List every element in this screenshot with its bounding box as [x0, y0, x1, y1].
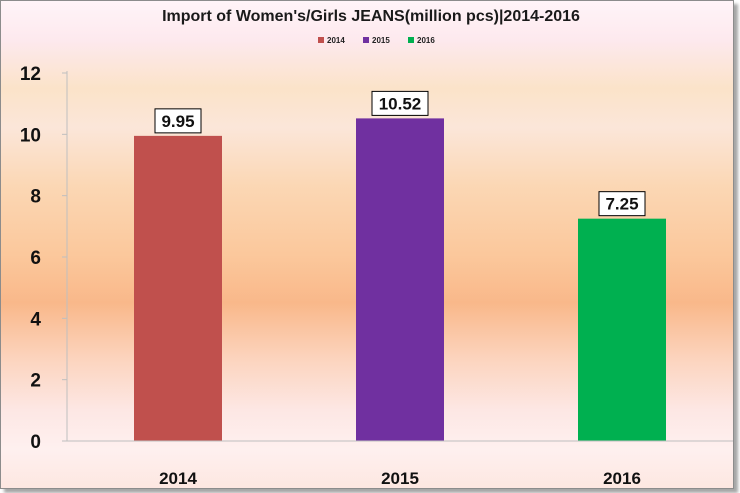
y-tick-label-0: 0: [30, 432, 41, 453]
y-tick-label-2: 2: [30, 371, 41, 392]
bars: [134, 118, 666, 442]
legend-swatch-2015: [363, 37, 369, 43]
y-tick-label-12: 12: [20, 64, 41, 85]
legend-label-2015: 2015: [372, 36, 390, 45]
data-labels: 9.95 10.52 7.25: [154, 90, 646, 217]
x-axis: 2014 2015 2016: [67, 440, 733, 488]
x-tick-label-2015: 2015: [381, 469, 419, 488]
y-tick-label-8: 8: [30, 187, 41, 208]
legend-label-2016: 2016: [417, 36, 435, 45]
chart-title: Import of Women's/Girls JEANS(million pc…: [162, 8, 580, 25]
data-label-box-2015: [371, 90, 429, 116]
y-tick-label-4: 4: [30, 309, 41, 330]
data-label-text-2016: 7.25: [605, 195, 638, 214]
bar-chart: Import of Women's/Girls JEANS(million pc…: [20, 8, 733, 488]
x-tick-label-2016: 2016: [603, 469, 641, 488]
y-axis: 0 2 4 6 8 10 12: [20, 64, 68, 453]
data-label-box-2016: [598, 191, 646, 217]
bar-2014: [134, 135, 222, 441]
bar-2016: [578, 218, 666, 441]
data-label-text-2014: 9.95: [161, 112, 194, 131]
y-tick-label-6: 6: [30, 248, 41, 269]
legend-label-2014: 2014: [327, 36, 345, 45]
y-tick-label-10: 10: [20, 125, 41, 146]
bar-2015: [356, 118, 444, 442]
legend-swatch-2014: [318, 37, 324, 43]
data-label-box-2014: [154, 108, 202, 134]
data-label-2015: 10.52: [371, 90, 429, 116]
legend-swatch-2016: [408, 37, 414, 43]
data-label-text-2015: 10.52: [379, 94, 422, 113]
data-label-2016: 7.25: [598, 191, 646, 217]
x-tick-label-2014: 2014: [159, 469, 197, 488]
data-label-2014: 9.95: [154, 108, 202, 134]
legend: 2014 2015 2016: [318, 36, 435, 45]
